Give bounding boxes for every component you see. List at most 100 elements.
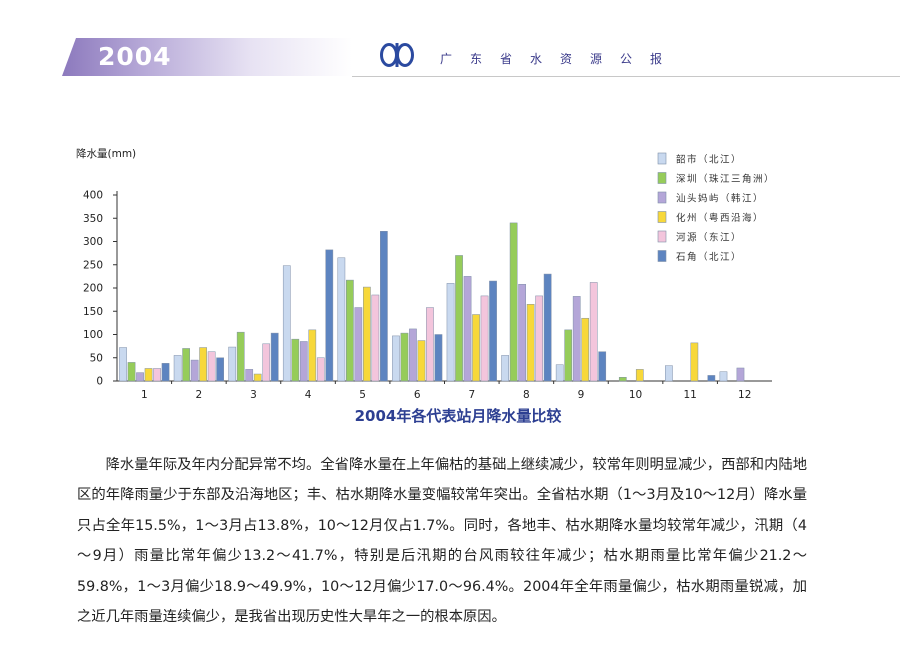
legend-swatch [657,230,667,243]
bar [555,364,564,382]
bar [690,342,699,382]
bar [526,304,535,382]
body-paragraph: 降水量年际及年内分配异常不均。全省降水量在上年偏枯的基础上继续减少，较常年则明显… [77,457,807,626]
bar [434,334,443,382]
bar [144,368,153,382]
bar [119,347,127,382]
chart-title: 2004年各代表站月降水量比较 [354,407,562,425]
x-tick-label: 5 [359,389,366,400]
bar [543,273,552,382]
x-tick-label: 1 [141,389,148,400]
bar [199,347,207,382]
bar [589,282,598,382]
bar [501,355,509,382]
page-header: 2004 广东省水资源公报 [0,0,900,80]
bar [182,348,190,382]
bar [618,377,627,382]
x-tick-label: 7 [468,389,475,400]
legend-swatch [657,211,667,223]
bar [509,222,518,382]
bar [707,375,716,382]
bar [371,294,380,382]
bar [270,332,279,382]
bar [719,371,728,382]
bar [409,328,417,382]
legend-label: 河源（东江） [676,232,742,244]
legend-swatch [657,152,667,165]
legend-swatch [657,172,667,184]
legend-label: 化州（粤西沿海） [676,212,764,224]
bar [518,284,526,382]
y-tick-label: 150 [83,306,103,318]
bar [153,368,161,382]
bar [253,373,262,382]
bar [392,335,400,382]
bar [417,340,426,382]
y-axis-label: 降水量(mm) [76,147,136,160]
bar [161,363,170,382]
bar [380,231,388,382]
water-resources-logo-icon [380,43,414,67]
bar [426,307,434,382]
bar [346,279,354,382]
bar [463,276,472,382]
bar [572,296,581,382]
bar [216,357,224,382]
legend-label: 汕头妈屿（韩江） [676,193,764,205]
y-tick-label: 0 [96,376,103,388]
chart-bars [119,222,745,382]
x-tick-label: 6 [414,389,421,400]
report-year: 2004 [98,42,172,71]
bar [564,329,573,382]
bar [207,351,216,382]
bar [455,255,463,382]
bar [291,338,300,382]
bar [173,355,182,382]
bar [635,369,644,382]
bar [535,295,543,382]
bar [446,283,455,382]
bar [236,331,245,382]
bar [228,346,237,382]
chart-caption: 2004年各代表站月降水量比较 [0,405,900,426]
bar [354,307,363,382]
x-tick-label: 12 [738,389,751,400]
bar [598,351,607,382]
legend-swatch [657,191,667,204]
bar [262,343,271,382]
y-tick-label: 300 [83,236,103,248]
x-tick-label: 9 [578,389,585,400]
header-accent-band [62,38,352,76]
legend-label: 韶市（北江） [676,154,742,166]
bar [299,341,308,382]
bar [282,265,291,382]
bar [325,249,334,382]
bar [337,257,346,382]
bar [316,357,325,382]
y-tick-label: 250 [83,259,103,271]
x-tick-label: 4 [305,389,312,400]
publication-title: 广东省水资源公报 [440,52,681,66]
bar [489,280,497,382]
bar [127,362,136,382]
x-tick-label: 8 [523,389,530,400]
y-tick-label: 400 [83,190,103,202]
bar [480,295,489,382]
y-tick-label: 100 [83,329,103,341]
bar [308,329,317,382]
chart-legend: 韶市（北江） 深圳（珠江三角洲） 汕头妈屿（韩江） 化州（粤西沿海） 河源（东江） 石角（… [657,152,775,263]
x-tick-label: 11 [683,389,696,400]
legend-label: 石角（北江） [676,251,742,263]
bar [472,314,480,382]
header-divider [352,76,900,77]
bar [245,369,254,382]
legend-label: 深圳（珠江三角洲） [676,173,775,185]
x-tick-label: 2 [196,389,203,400]
y-tick-label: 50 [90,352,103,364]
bar [190,359,199,382]
bar [400,332,409,382]
x-tick-label: 10 [629,389,642,400]
bar [136,372,144,382]
